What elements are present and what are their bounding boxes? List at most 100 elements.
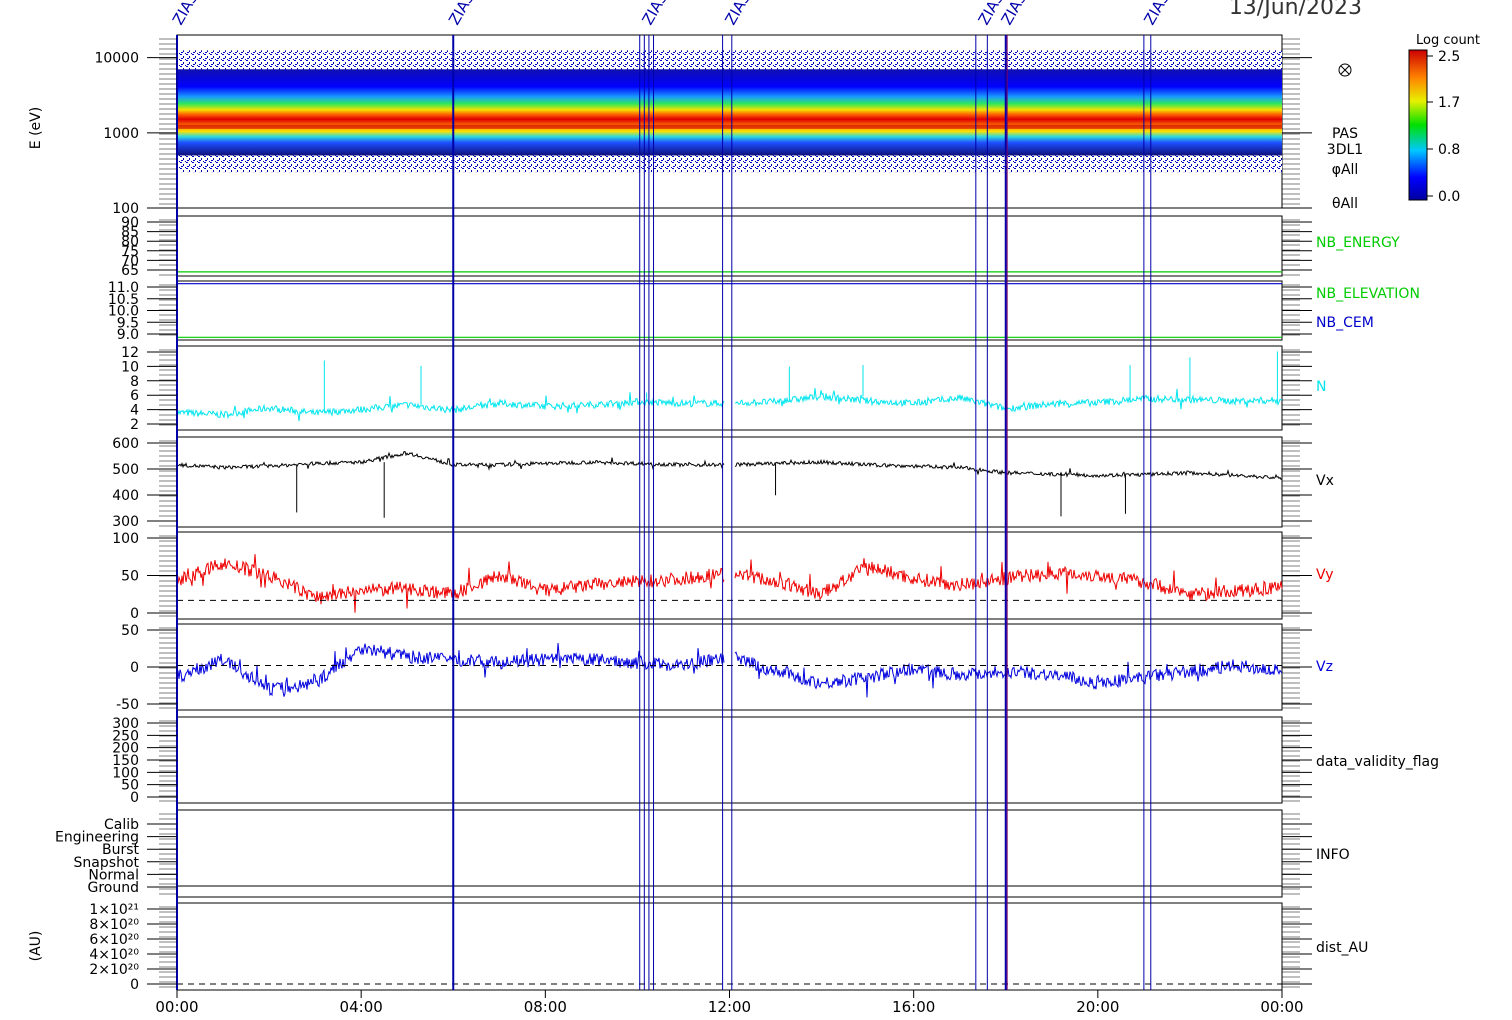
event-label: ZIAS	[639, 0, 672, 28]
y-tick-label: 100	[112, 531, 139, 547]
event-label: ZIAS	[721, 0, 754, 28]
y-tick-label: 0	[130, 606, 139, 622]
x-tick-label: 08:00	[524, 998, 567, 1016]
series-vy	[176, 554, 1283, 613]
y-tick-label: 1000	[103, 126, 139, 142]
info-level-label: Burst	[102, 842, 140, 858]
y-tick-label: 50	[121, 778, 139, 794]
legend-nb-elevation: NB_ELEVATION	[1316, 286, 1420, 302]
panel-frame-info	[176, 809, 1283, 898]
series-n	[176, 388, 1283, 422]
event-markers	[176, 35, 1152, 990]
y-tick-label: 75	[121, 244, 139, 260]
spectrogram-side-label: PAS	[1332, 126, 1358, 142]
spectrogram-band	[177, 69, 1282, 156]
y-tick-label: 70	[121, 253, 139, 269]
y-tick-label: 100	[112, 201, 139, 217]
y-tick-label: 400	[112, 488, 139, 504]
panel-frame-vz	[176, 623, 1283, 711]
legend-info: INFO	[1316, 847, 1350, 863]
x-tick-label: 12:00	[708, 998, 751, 1016]
y-tick-label: 8	[130, 374, 139, 390]
energy-spectrogram	[177, 50, 1282, 173]
legend-data-validity-flag: data_validity_flag	[1316, 754, 1439, 770]
legend-nb-cem: NB_CEM	[1316, 315, 1374, 331]
circle-cross-icon	[1338, 63, 1352, 77]
y-tick-label: 150	[112, 753, 139, 769]
y-tick-label: 0	[130, 790, 139, 806]
y-tick-label: 4×10²⁰	[89, 947, 139, 963]
time-series-lines	[176, 271, 1283, 985]
y-tick-label: 600	[112, 436, 139, 452]
panel-frame-vx	[176, 436, 1283, 528]
colorbar-tick-label: 0.8	[1438, 142, 1460, 158]
panel-frame-data_validity_flag	[176, 716, 1283, 804]
x-tick-label: 16:00	[892, 998, 935, 1016]
spectrogram-side-label: φAll	[1332, 162, 1359, 178]
y-tick-label: 12	[121, 345, 139, 361]
x-tick-label: 20:00	[1076, 998, 1119, 1016]
y-tick-label: 300	[112, 514, 139, 530]
circle-cross-icon-line	[1340, 65, 1350, 75]
y-tick-label: 50	[121, 569, 139, 585]
colorbar-tick-label: 2.5	[1438, 49, 1460, 65]
circle-cross-icon-ring	[1338, 63, 1352, 77]
y-tick-label: 80	[121, 234, 139, 250]
x-tick-label: 04:00	[340, 998, 383, 1016]
y-tick-label: 9.5	[117, 315, 139, 331]
axis-ticks	[147, 38, 1312, 998]
y-tick-label: 8×10²⁰	[89, 917, 139, 933]
y-tick-label: 6	[130, 388, 139, 404]
y-tick-label: 10.0	[108, 304, 139, 320]
series-vx	[176, 451, 1283, 480]
y-tick-label: 0	[130, 660, 139, 676]
y-tick-label: 0	[130, 977, 139, 993]
panel-frame-nb_elevation_cem	[176, 280, 1283, 341]
legend-nb-energy: NB_ENERGY	[1316, 235, 1400, 251]
colorbar-tick-label: 1.7	[1438, 95, 1460, 111]
panel-frames	[176, 34, 1283, 991]
event-label: ZIAS	[445, 0, 478, 28]
legend-n: N	[1316, 379, 1326, 395]
y-tick-label: 50	[121, 623, 139, 639]
panel-frame-nb_energy_elevation	[176, 215, 1283, 277]
event-label: ZIAS	[1140, 0, 1173, 28]
y-tick-label: 90	[121, 215, 139, 231]
info-level-label: Ground	[88, 880, 140, 896]
panel-frame-vy	[176, 531, 1283, 620]
x-tick-label: 00:00	[155, 998, 198, 1016]
series-vz	[176, 642, 1283, 698]
info-level-label: Snapshot	[74, 855, 140, 871]
colorbar-title: Log count	[1416, 33, 1480, 48]
plot-date: 13/Jun/2023	[1229, 0, 1362, 20]
legend-vx: Vx	[1316, 473, 1334, 489]
legend-vy: Vy	[1316, 567, 1334, 583]
y-tick-label: 85	[121, 225, 139, 241]
y-tick-label: 11.0	[108, 280, 139, 296]
y-tick-label: 2	[130, 417, 139, 433]
y-tick-label: 200	[112, 741, 139, 757]
spectrogram-ylabel: E (eV)	[28, 107, 44, 149]
info-level-label: Normal	[88, 867, 139, 883]
panel-frame-dist_au	[176, 902, 1283, 991]
y-tick-label: 500	[112, 462, 139, 478]
y-tick-label: -50	[116, 697, 139, 713]
y-tick-label: 10.5	[108, 292, 139, 308]
y-tick-label: 1×10²¹	[89, 902, 139, 918]
y-tick-label: 4	[130, 403, 139, 419]
y-tick-label: 6×10²⁰	[89, 932, 139, 948]
y-tick-label: 10	[121, 359, 139, 375]
x-tick-label: 00:00	[1260, 998, 1303, 1016]
y-tick-label: 2×10²⁰	[89, 962, 139, 978]
legend-dist-au: dist_AU	[1316, 940, 1368, 956]
event-label: ZIAS	[169, 0, 202, 28]
y-tick-label: 65	[121, 263, 139, 279]
panel-frame-n	[176, 345, 1283, 431]
colorbar-tick-label: 0.0	[1438, 189, 1460, 205]
info-level-label: Calib	[104, 817, 139, 833]
y-tick-label: 10000	[94, 51, 139, 67]
y-tick-label: 250	[112, 728, 139, 744]
